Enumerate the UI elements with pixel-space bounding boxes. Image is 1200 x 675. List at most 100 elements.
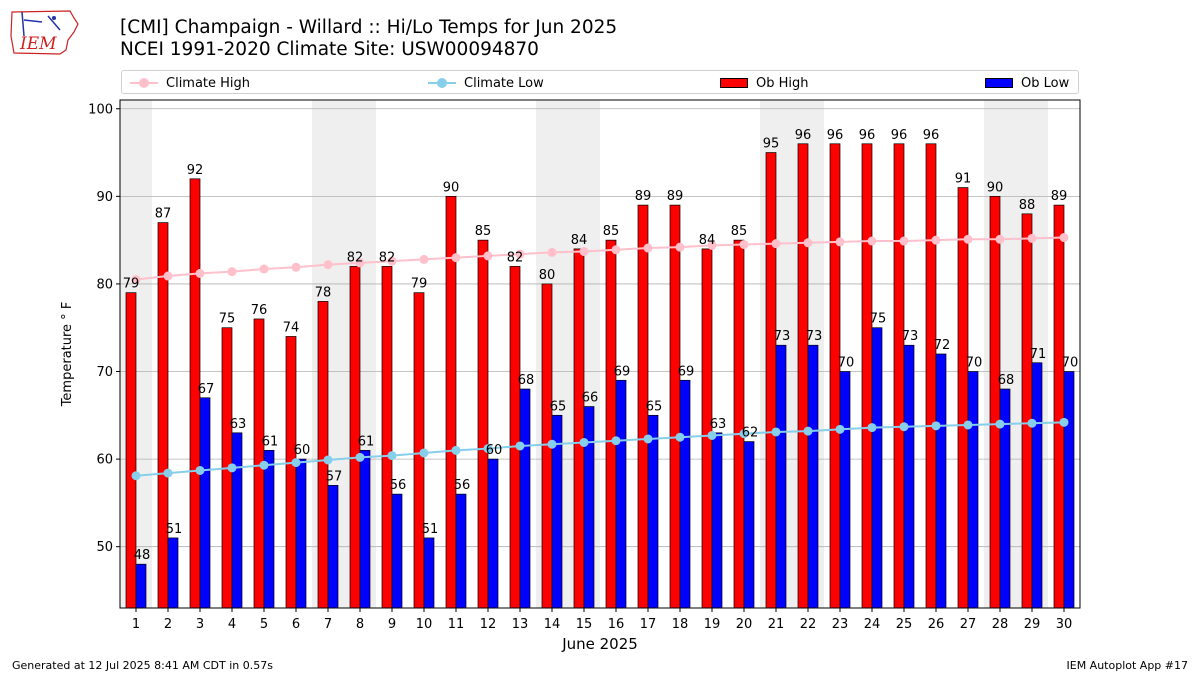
ob-low-value-label: 70 [966, 356, 983, 371]
ob-low-bar [423, 537, 435, 609]
ob-high-value-label: 90 [987, 180, 1004, 195]
climate-low-point [867, 423, 877, 433]
ob-low-bar [935, 353, 947, 609]
ob-low-value-label: 68 [518, 373, 535, 388]
climate-high-point [451, 253, 461, 263]
ob-high-value-label: 96 [827, 128, 844, 143]
climate-high-point [547, 247, 557, 257]
climate-low-point [131, 471, 141, 481]
ob-high-value-label: 96 [891, 128, 908, 143]
ob-low-value-label: 51 [422, 522, 439, 537]
climate-high-point [899, 236, 909, 246]
ob-high-value-label: 90 [443, 180, 460, 195]
climate-low-point [963, 420, 973, 430]
ob-low-bar [1031, 362, 1043, 609]
climate-low-point [739, 429, 749, 439]
ob-high-bar [317, 301, 329, 609]
climate-high-point [739, 240, 749, 250]
ob-low-bar [519, 388, 531, 609]
ob-low-bar [1063, 371, 1075, 609]
x-tick-label: 21 [768, 617, 785, 632]
ob-low-bar [775, 344, 787, 609]
climate-high-point [387, 256, 397, 266]
climate-high-point [643, 243, 653, 253]
ob-low-value-label: 73 [774, 329, 791, 344]
climate-high-point [931, 235, 941, 245]
climate-low-point [771, 427, 781, 437]
x-tick-label: 23 [832, 617, 849, 632]
x-tick-label: 8 [356, 617, 364, 632]
ob-high-value-label: 82 [347, 250, 364, 265]
ob-low-bar [199, 397, 211, 609]
ob-low-value-label: 72 [934, 338, 951, 353]
ob-low-bar [487, 458, 499, 609]
ob-low-bar [967, 371, 979, 609]
ob-high-value-label: 89 [635, 189, 652, 204]
x-tick-label: 26 [928, 617, 945, 632]
ob-high-bar [861, 143, 873, 609]
x-tick-label: 18 [672, 617, 689, 632]
title-line-2: NCEI 1991-2020 Climate Site: USW00094870 [120, 39, 539, 60]
ob-low-bar [167, 537, 179, 609]
x-tick-label: 16 [608, 617, 625, 632]
climate-high-point [195, 268, 205, 278]
ob-high-value-label: 89 [1051, 189, 1068, 204]
ob-low-value-label: 61 [358, 434, 375, 449]
x-tick-label: 14 [544, 617, 561, 632]
ob-high-value-label: 96 [923, 128, 940, 143]
ob-low-bar [359, 449, 371, 609]
ob-low-bar [903, 344, 915, 609]
iowa-outline-shape [10, 10, 79, 55]
y-tick-label: 70 [96, 365, 113, 380]
x-tick-label: 1 [132, 617, 140, 632]
ob-low-bar [807, 344, 819, 609]
ob-low-value-label: 63 [230, 417, 247, 432]
ob-low-value-label: 73 [902, 329, 919, 344]
x-tick-label: 9 [388, 617, 396, 632]
climate-high-point [1059, 233, 1069, 243]
ob-high-bar [509, 266, 521, 609]
ob-low-value-label: 62 [742, 426, 759, 441]
ob-high-value-label: 88 [1019, 198, 1036, 213]
climate-high-point [131, 275, 141, 285]
climate-high-point [611, 245, 621, 255]
ob-high-value-label: 89 [667, 189, 684, 204]
ob-low-bar [583, 406, 595, 609]
x-tick-label: 24 [864, 617, 881, 632]
ob-low-bar [743, 441, 755, 609]
x-tick-label: 25 [896, 617, 913, 632]
climate-low-point [995, 419, 1005, 429]
y-tick-label: 80 [96, 277, 113, 292]
ob-high-bar [957, 187, 969, 609]
ob-low-value-label: 65 [646, 399, 663, 414]
climate-high-point [259, 264, 269, 274]
ob-high-bar [925, 143, 937, 609]
x-tick-label: 20 [736, 617, 753, 632]
climate-low-point [291, 458, 301, 468]
ob-high-value-label: 76 [251, 303, 268, 318]
legend-ob-high: Ob High [720, 75, 809, 91]
x-tick-label: 7 [324, 617, 332, 632]
x-tick-label: 2 [164, 617, 172, 632]
y-tick-label: 60 [96, 453, 113, 468]
ob-high-value-label: 87 [155, 207, 172, 222]
climate-low-point [323, 455, 333, 465]
legend-climate-low: Climate Low [428, 75, 544, 91]
y-tick-label: 50 [96, 540, 113, 555]
x-tick-label: 29 [1024, 617, 1041, 632]
climate-low-point [547, 439, 557, 449]
ob-low-bar [615, 379, 627, 609]
iem-logo: IEM [8, 6, 82, 60]
ob-high-value-label: 80 [539, 268, 556, 283]
y-tick-label: 100 [88, 102, 113, 117]
climate-low-point [611, 436, 621, 446]
climate-low-point [803, 426, 813, 436]
ob-high-bar [1053, 204, 1065, 609]
ob-low-bar [647, 414, 659, 609]
x-tick-label: 22 [800, 617, 817, 632]
generated-note: Generated at 12 Jul 2025 8:41 AM CDT in … [12, 659, 273, 672]
climate-high-point [227, 267, 237, 277]
ob-low-value-label: 69 [614, 364, 631, 379]
ob-low-bar [871, 327, 883, 609]
